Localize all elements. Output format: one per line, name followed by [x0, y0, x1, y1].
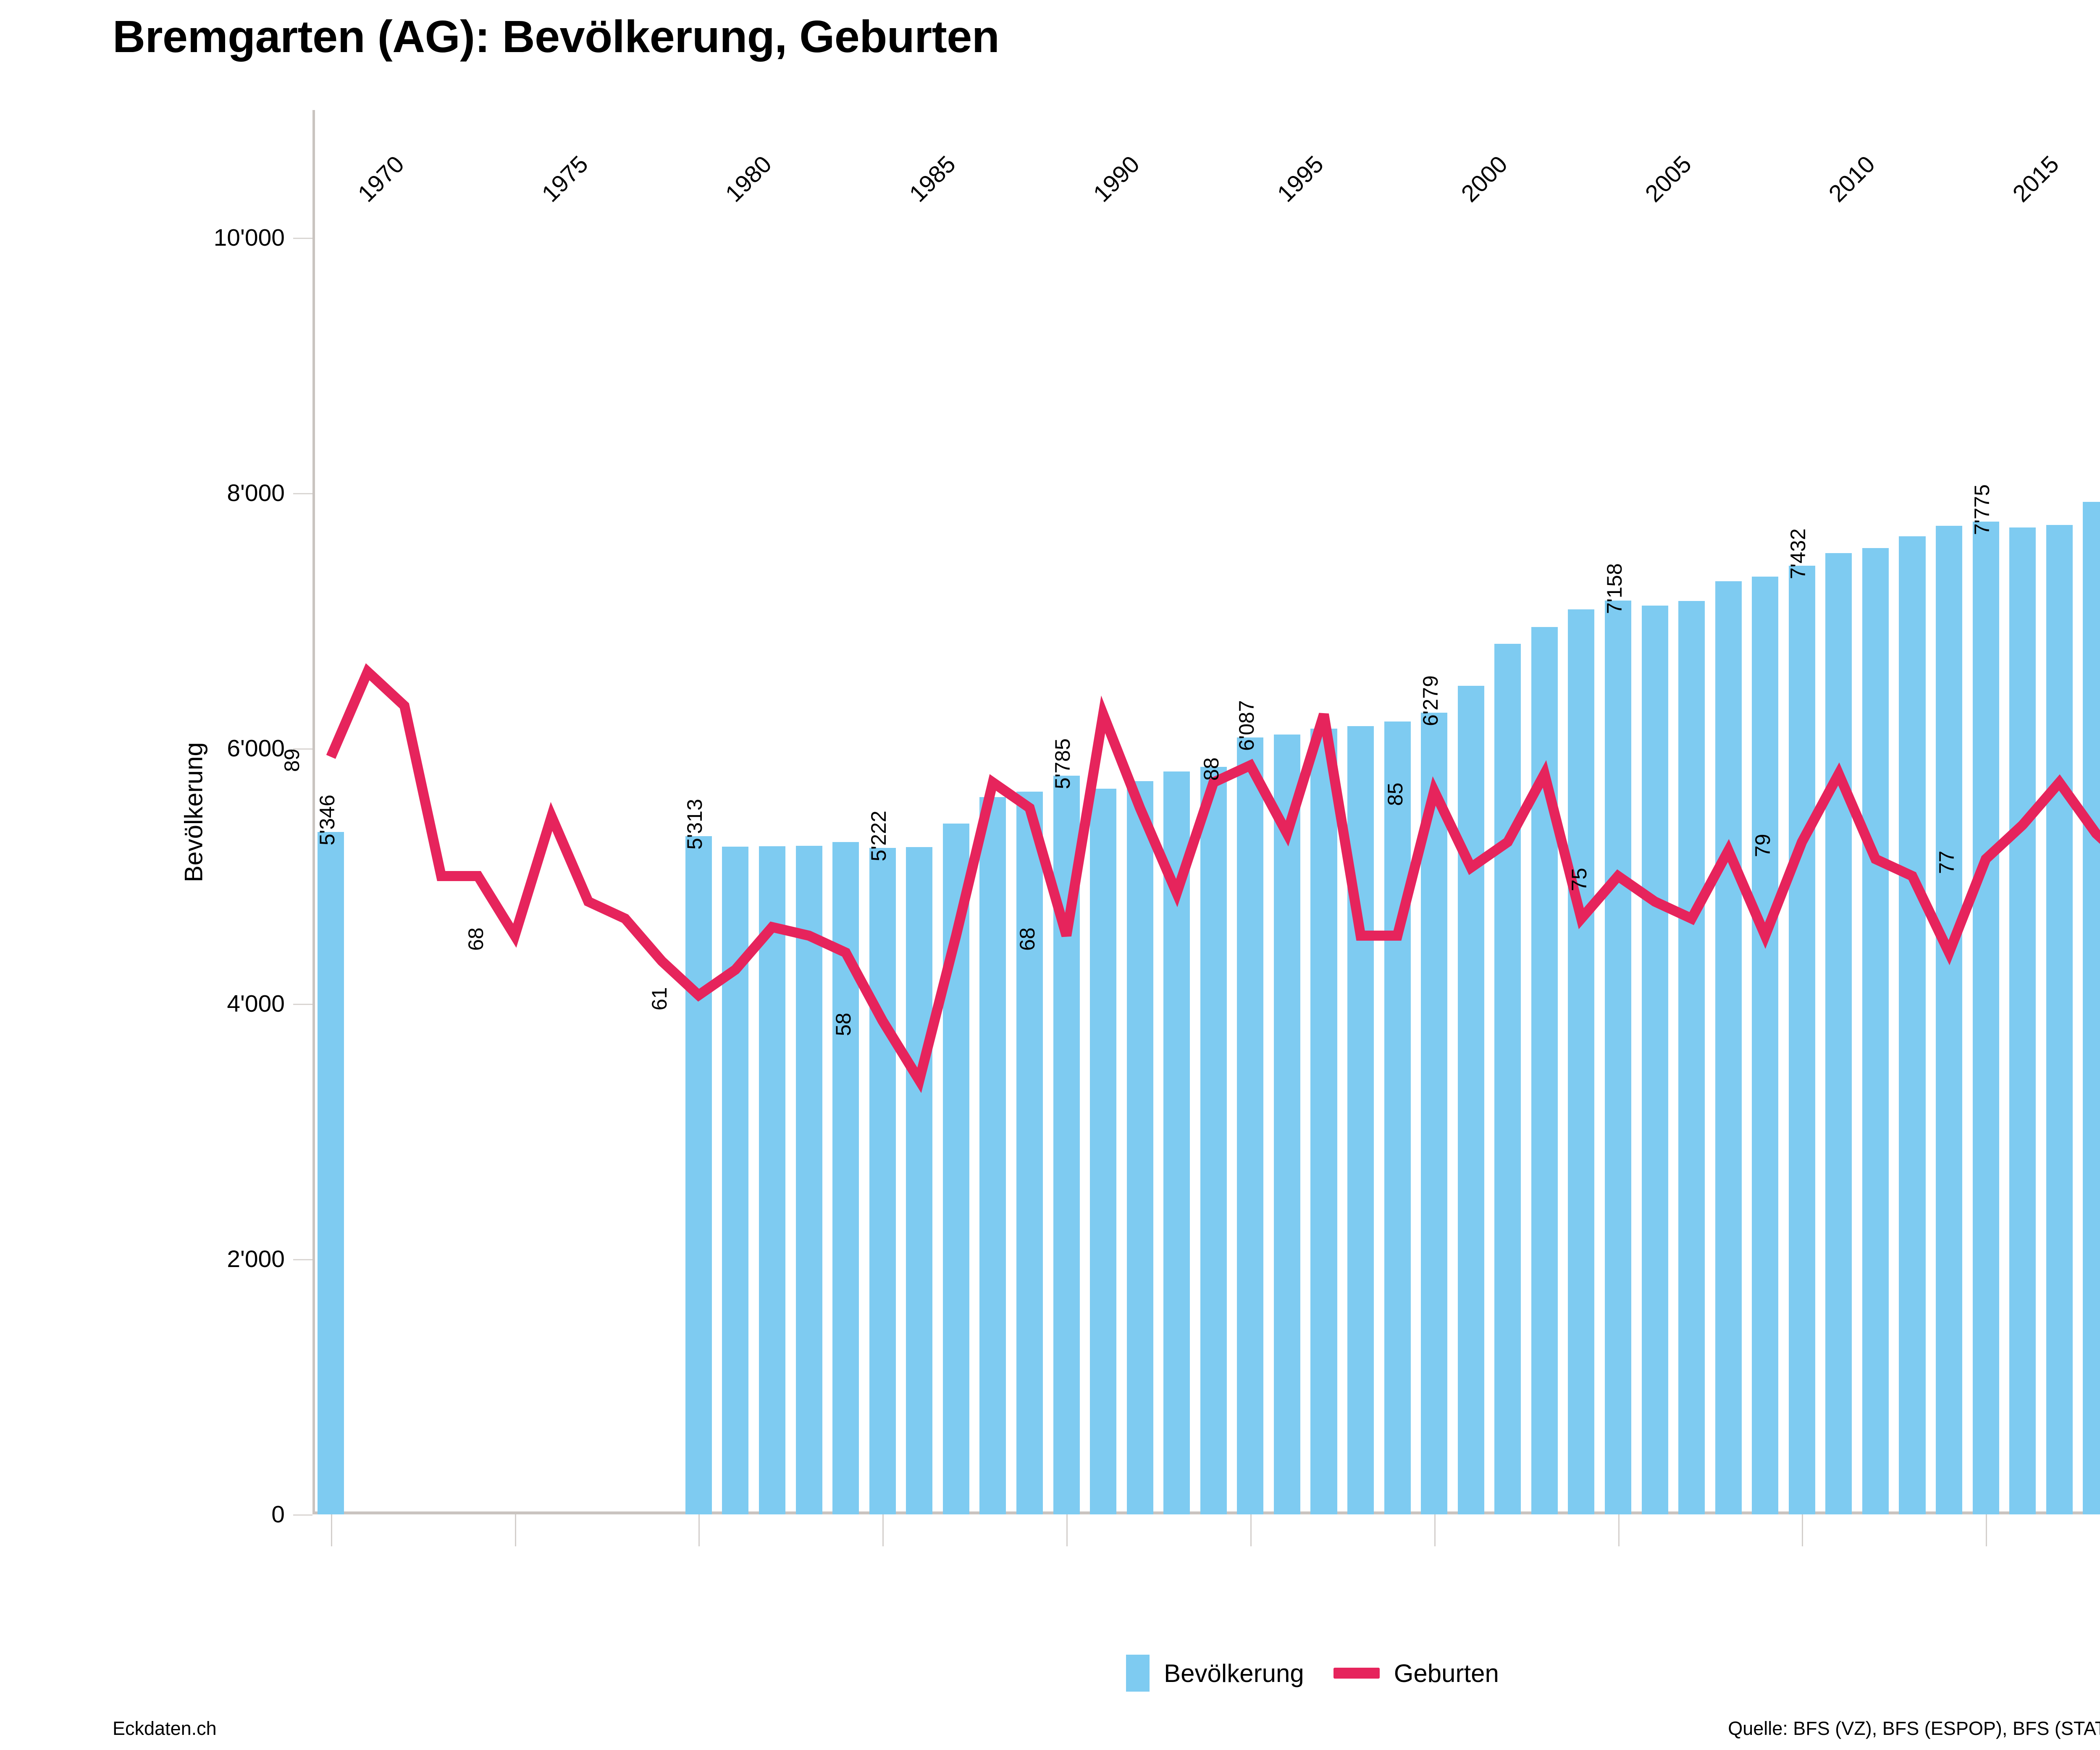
bar[interactable]	[1310, 728, 1337, 1514]
bar[interactable]	[1641, 605, 1668, 1514]
bar[interactable]	[869, 847, 896, 1514]
line-value-label: 88	[1199, 757, 1223, 781]
x-tick	[1802, 1514, 1803, 1546]
bar-value-label: 5'346	[315, 795, 339, 845]
bar[interactable]	[1384, 722, 1411, 1514]
bar[interactable]	[1788, 565, 1815, 1514]
bar[interactable]	[1273, 734, 1300, 1514]
line-value-label: 77	[1935, 850, 1959, 874]
footer-brand: Eckdaten.ch	[113, 1718, 217, 1739]
y-tick-label-left: 6'000	[227, 735, 285, 762]
bar[interactable]	[2083, 502, 2100, 1514]
bar[interactable]	[1752, 577, 1779, 1514]
bar[interactable]	[1568, 609, 1595, 1514]
x-tick	[1618, 1514, 1620, 1546]
bar-value-label: 7'158	[1602, 563, 1626, 614]
bar[interactable]	[1237, 737, 1264, 1514]
bar[interactable]	[2009, 527, 2036, 1514]
legend-label: Geburten	[1394, 1659, 1499, 1687]
legend: Bevölkerung Geburten	[0, 1655, 2100, 1692]
bar-value-label: 6'279	[1418, 675, 1442, 727]
line-value-label: 89	[280, 748, 304, 772]
x-tick	[882, 1514, 884, 1546]
y-axis-left-title: Bevölkerung	[179, 742, 208, 882]
x-tick	[1066, 1514, 1068, 1546]
y-tick-left	[293, 748, 312, 750]
line-value-label: 68	[1016, 927, 1040, 951]
plot-area: Bevölkerung Geburten 02'0004'0006'0008'0…	[179, 110, 2100, 1546]
y-tick-label-left: 2'000	[227, 1246, 285, 1272]
bar[interactable]	[1126, 781, 1153, 1514]
bar[interactable]	[2046, 525, 2073, 1514]
x-tick	[698, 1514, 700, 1546]
legend-label: Bevölkerung	[1164, 1659, 1304, 1687]
bar[interactable]	[1825, 553, 1852, 1514]
legend-item-geburten[interactable]: Geburten	[1333, 1659, 1499, 1688]
y-tick-label-left: 10'000	[213, 224, 285, 251]
bar[interactable]	[1899, 536, 1926, 1514]
bar[interactable]	[1862, 548, 1889, 1514]
y-axis-left	[312, 110, 315, 1514]
line-value-label: 79	[1751, 834, 1775, 857]
bar[interactable]	[1200, 767, 1227, 1514]
bar[interactable]	[1936, 525, 1963, 1514]
bar-value-label: 5'785	[1051, 738, 1075, 790]
bar[interactable]	[906, 847, 933, 1514]
bar[interactable]	[979, 797, 1006, 1514]
bar[interactable]	[1016, 792, 1043, 1514]
line-value-label: 58	[832, 1012, 856, 1036]
y-tick-left	[293, 1259, 312, 1260]
bar[interactable]	[1678, 601, 1705, 1514]
x-tick	[331, 1514, 332, 1546]
x-tick	[1434, 1514, 1436, 1546]
bar-value-label: 5'222	[867, 810, 891, 861]
line-value-label: 75	[1567, 868, 1591, 891]
x-tick	[1250, 1514, 1252, 1546]
bar[interactable]	[685, 836, 712, 1514]
footer-source: Quelle: BFS (VZ), BFS (ESPOP), BFS (STAT…	[1728, 1718, 2100, 1739]
bar[interactable]	[1972, 522, 1999, 1514]
y-tick-label-left: 8'000	[227, 480, 285, 506]
line-series	[326, 663, 2100, 1093]
bar-series	[312, 110, 2100, 1514]
bar-value-label: 6'087	[1234, 700, 1258, 751]
line-value-label: 85	[1383, 782, 1407, 806]
line-value-label: 68	[464, 927, 488, 951]
x-tick	[1986, 1514, 1987, 1546]
bar-value-label: 7'432	[1786, 528, 1810, 579]
bar-value-label: 5'313	[683, 799, 707, 850]
line-value-label: 61	[648, 987, 672, 1010]
bar[interactable]	[1715, 581, 1742, 1514]
x-tick	[514, 1514, 516, 1546]
bar[interactable]	[318, 832, 344, 1514]
y-tick-left	[293, 1004, 312, 1005]
bar[interactable]	[1604, 600, 1632, 1514]
bar[interactable]	[759, 846, 786, 1514]
geburten-line[interactable]	[326, 663, 2100, 1093]
bar[interactable]	[1090, 788, 1117, 1514]
y-tick-label-left: 4'000	[227, 990, 285, 1017]
legend-line-swatch-icon	[1333, 1668, 1380, 1679]
y-tick-left	[293, 1514, 312, 1516]
bar[interactable]	[1494, 643, 1521, 1514]
legend-bar-swatch-icon	[1126, 1655, 1150, 1692]
y-tick-left	[293, 238, 312, 239]
bar-value-label: 7'775	[1970, 484, 1994, 535]
bar[interactable]	[1421, 713, 1448, 1514]
page-title: Bremgarten (AG): Bevölkerung, Geburten	[113, 11, 1000, 62]
bar[interactable]	[795, 845, 822, 1514]
bar[interactable]	[1457, 686, 1484, 1514]
legend-item-bevoelkerung[interactable]: Bevölkerung	[1126, 1655, 1304, 1692]
y-tick-left	[293, 493, 312, 494]
y-tick-label-left: 0	[271, 1501, 285, 1528]
